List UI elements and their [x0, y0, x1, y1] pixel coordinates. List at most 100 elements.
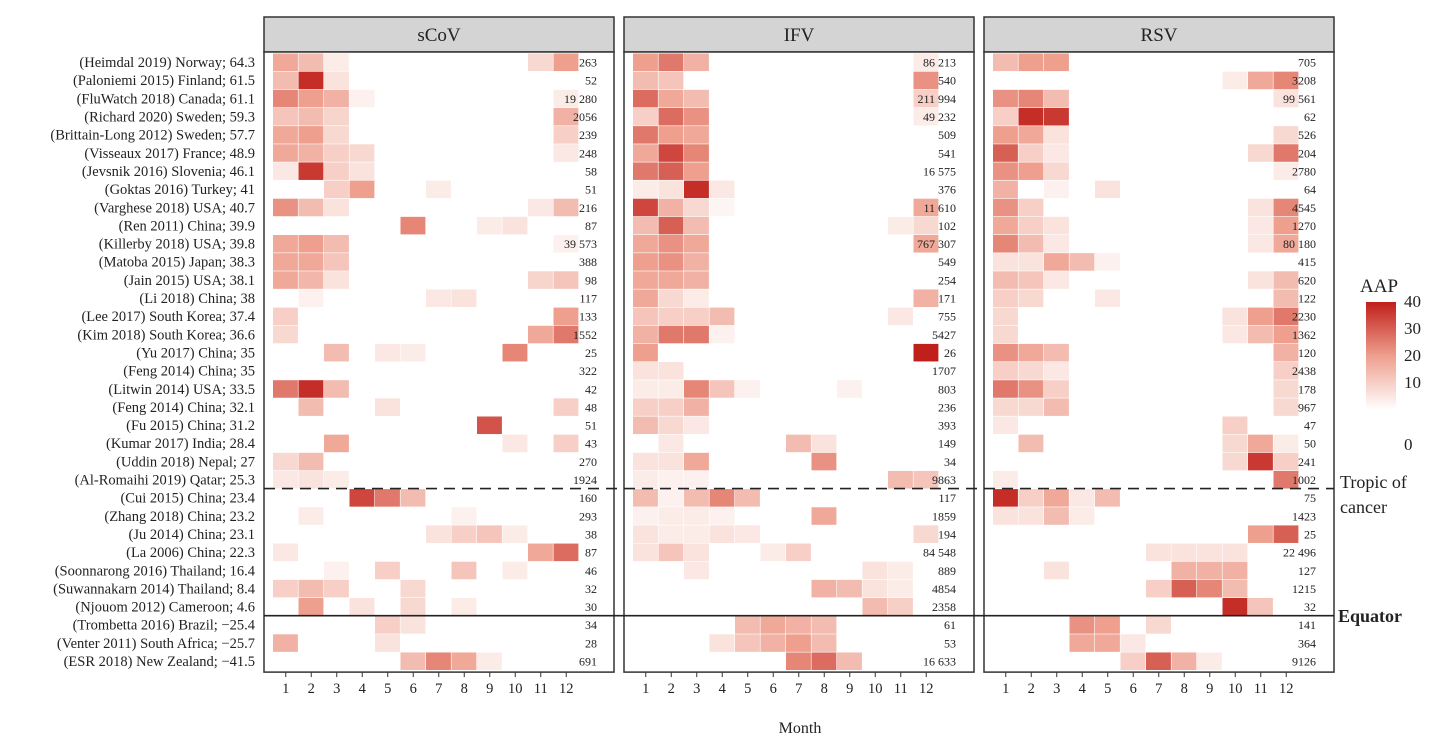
heatmap-cell: [1069, 434, 1095, 453]
heatmap-cell: [298, 235, 324, 253]
heatmap-cell: [709, 579, 735, 598]
heatmap-cell: [400, 416, 426, 435]
heatmap-cell: [1273, 380, 1299, 398]
heatmap-cell: [1044, 235, 1069, 253]
sample-count: 99 561: [1283, 92, 1316, 106]
heatmap-cell: [709, 543, 735, 562]
heatmap-cell: [1248, 634, 1273, 652]
heatmap-cell: [375, 126, 400, 144]
heatmap-cell: [1171, 253, 1197, 271]
heatmap-cell: [658, 452, 684, 471]
heatmap-cell: [1273, 489, 1299, 507]
sample-count: 889: [938, 564, 956, 578]
heatmap-cell: [684, 543, 709, 562]
heatmap-cell: [1044, 561, 1069, 580]
heatmap-cell: [658, 107, 684, 126]
heatmap-cell: [1248, 126, 1273, 144]
heatmap-cell: [658, 216, 684, 235]
heatmap-cell: [400, 107, 426, 126]
heatmap-cell: [400, 452, 426, 471]
heatmap-cell: [1044, 307, 1069, 326]
sample-count: 263: [579, 56, 597, 70]
heatmap-cell: [811, 561, 837, 580]
heatmap-cell: [1171, 216, 1197, 235]
heatmap-cell: [735, 325, 760, 344]
heatmap-cell: [760, 543, 786, 562]
heatmap-cell: [1171, 561, 1197, 580]
heatmap-cell: [349, 162, 375, 180]
legend-tick-label: 20: [1404, 346, 1421, 365]
heatmap-cell: [1044, 71, 1069, 90]
heatmap-cell: [1069, 525, 1095, 543]
heatmap-cell: [684, 434, 709, 453]
heatmap-cell: [1197, 634, 1222, 652]
heatmap-cell: [709, 180, 735, 199]
heatmap-cell: [1222, 180, 1248, 199]
heatmap-cell: [684, 398, 709, 416]
heatmap-cell: [633, 180, 658, 199]
heatmap-cell: [658, 307, 684, 326]
sample-count: 1362: [1292, 328, 1316, 342]
heatmap-cell: [1120, 561, 1146, 580]
heatmap-cell: [993, 598, 1018, 616]
heatmap-cell: [658, 543, 684, 562]
heatmap-cell: [502, 235, 528, 253]
heatmap-cell: [1095, 180, 1120, 199]
panel-header: [983, 16, 1335, 53]
heatmap-cell: [502, 362, 528, 380]
heatmap-cell: [528, 525, 553, 543]
heatmap-cell: [913, 398, 939, 416]
x-tick-label: 2: [308, 681, 315, 697]
heatmap-cell: [709, 398, 735, 416]
heatmap-cell: [1273, 579, 1299, 598]
heatmap-cell: [1197, 579, 1222, 598]
heatmap-cell: [324, 126, 349, 144]
heatmap-cell: [811, 144, 837, 162]
heatmap-cell: [553, 470, 579, 489]
heatmap-cell: [1146, 543, 1171, 562]
x-tick-label: 9: [1206, 681, 1213, 697]
heatmap-cell: [1018, 470, 1044, 489]
heatmap-cell: [888, 216, 913, 235]
heatmap-cell: [451, 71, 477, 90]
heatmap-cell: [1171, 144, 1197, 162]
heatmap-cell: [1197, 616, 1222, 634]
x-tick-label: 6: [770, 681, 777, 697]
heatmap-cell: [1069, 325, 1095, 344]
heatmap-cell: [811, 126, 837, 144]
legend-colorbar: [1366, 302, 1396, 410]
heatmap-cell: [1171, 470, 1197, 489]
heatmap-cell: [298, 598, 324, 616]
heatmap-cell: [1069, 126, 1095, 144]
heatmap-cell: [993, 507, 1018, 525]
heatmap-cell: [786, 652, 811, 670]
heatmap-cell: [862, 89, 888, 108]
heatmap-cell: [349, 53, 375, 72]
heatmap-cell: [273, 398, 298, 416]
sample-count: 211 994: [917, 92, 956, 106]
heatmap-cell: [324, 343, 349, 362]
heatmap-cell: [735, 561, 760, 580]
sample-count: 34: [944, 455, 956, 469]
heatmap-cell: [837, 89, 862, 108]
heatmap-cell: [400, 470, 426, 489]
heatmap-cell: [811, 162, 837, 180]
heatmap-cell: [1171, 434, 1197, 453]
sample-count: 38: [585, 527, 597, 541]
heatmap-cell: [993, 144, 1018, 162]
heatmap-cell: [349, 543, 375, 562]
heatmap-cell: [913, 434, 939, 453]
heatmap-cell: [375, 107, 400, 126]
heatmap-cell: [477, 652, 502, 670]
heatmap-cell: [837, 525, 862, 543]
heatmap-cell: [786, 271, 811, 289]
heatmap-cell: [375, 380, 400, 398]
heatmap-cell: [426, 362, 451, 380]
heatmap-cell: [426, 489, 451, 507]
heatmap-cell: [1248, 398, 1273, 416]
heatmap-cell: [913, 180, 939, 199]
heatmap-cell: [502, 525, 528, 543]
heatmap-cell: [451, 434, 477, 453]
